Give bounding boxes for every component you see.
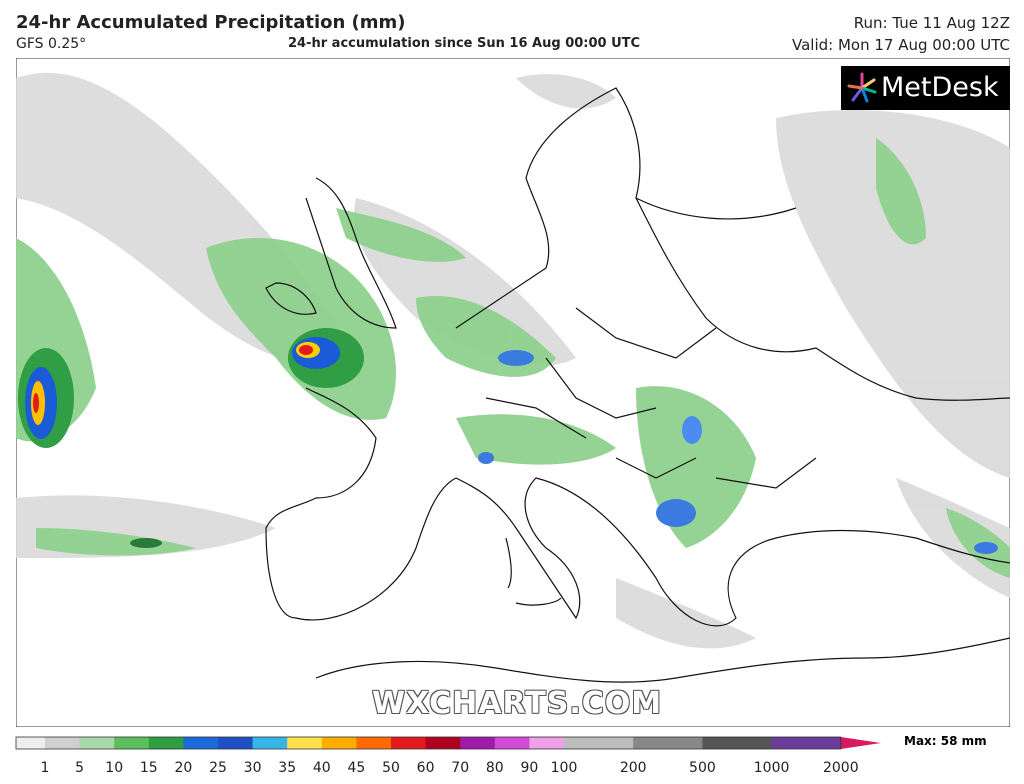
colorbar: 1 5 10 15 20 25 30 35 40 45 50 60 70 80 90 100 200 500 100… [15,736,881,776]
colorbar-label: 100 [551,760,578,776]
colorbar-label: 5 [75,760,84,776]
colorbar-segment [356,737,392,749]
colorbar-label: 200 [620,760,647,776]
valid-time: Valid: Mon 17 Aug 00:00 UTC [791,36,1010,54]
colorbar-segment [771,737,842,749]
model: GFS 0.25° [16,36,87,52]
colorbar-segment [287,737,323,749]
colorbar-segment [252,737,288,749]
heavy-precip [18,328,998,554]
colorbar-label: 35 [278,760,296,776]
colorbar-segment [425,737,461,749]
colorbar-label: 45 [347,760,365,776]
colorbar-label: 1000 [754,760,790,776]
colorbar-label: 20 [174,760,192,776]
colorbar-frame [15,736,842,750]
run-time: Run: Tue 11 Aug 12Z [853,14,1010,32]
logo: MetDesk [841,66,1010,110]
colorbar-segment [45,737,81,749]
colorbar-label: 1 [41,760,50,776]
map [16,58,1010,727]
colorbar-segment [114,737,150,749]
colorbar-label: 30 [244,760,262,776]
colorbar-label: 2000 [823,760,859,776]
colorbar-segment [702,737,773,749]
coastlines-borders [265,87,1010,683]
colorbar-label: 500 [689,760,716,776]
colorbar-label: 50 [382,760,400,776]
logo-icon [847,72,877,103]
colorbar-label: 40 [313,760,331,776]
colorbar-segment [183,737,219,749]
colorbar-start [16,737,45,749]
colorbar-segment [79,737,115,749]
colorbar-segment [218,737,254,749]
colorbar-segment [391,737,427,749]
colorbar-arrow [840,737,881,749]
colorbar-label: 25 [209,760,227,776]
colorbar-label: 70 [451,760,469,776]
colorbar-label: 60 [417,760,435,776]
colorbar-segment [529,737,565,749]
colorbar-segment [564,737,634,749]
colorbar-label: 15 [140,760,158,776]
colorbar-segment [494,737,530,749]
max-value: Max: 58 mm [904,734,987,748]
colorbar-segment [633,737,703,749]
colorbar-segment [148,737,184,749]
logo-text: MetDesk [881,72,999,103]
colorbar-segment [321,737,357,749]
subtitle: 24-hr accumulation since Sun 16 Aug 00:0… [288,36,641,51]
title: 24-hr Accumulated Precipitation (mm) [16,12,406,33]
colorbar-label: 90 [520,760,538,776]
watermark: WXCHARTS.COM [372,686,663,721]
colorbar-segment [460,737,496,749]
colorbar-label: 80 [486,760,504,776]
colorbar-label: 10 [105,760,123,776]
